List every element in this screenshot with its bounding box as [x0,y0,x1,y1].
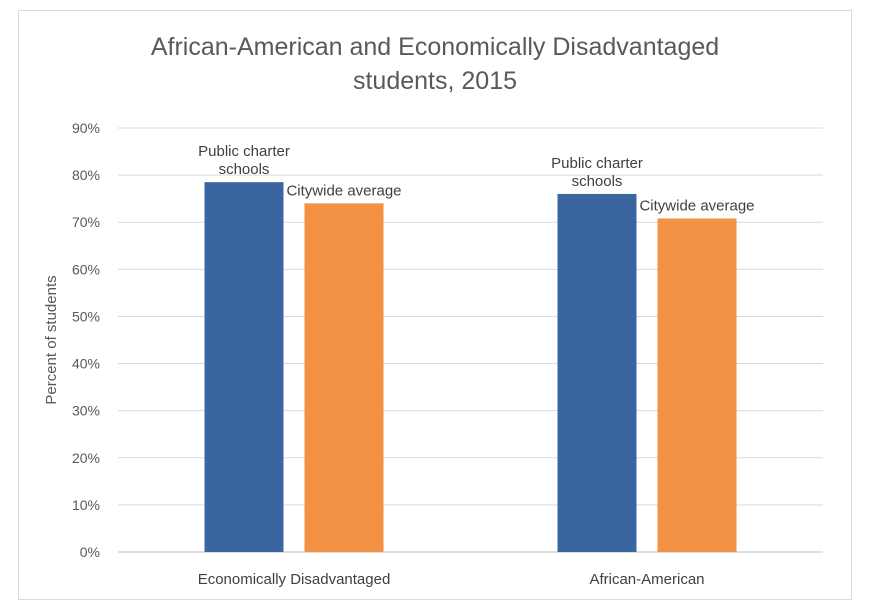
bar [557,193,637,552]
chart-title-line-1: African-American and Economically Disadv… [150,33,720,61]
y-tick-label: 90% [72,120,100,136]
bar [657,218,737,552]
y-tick-label: 40% [72,356,100,372]
bar [304,203,384,552]
y-tick-label: 30% [72,403,100,419]
bar [204,182,284,552]
bar-data-label: Public charter [198,143,290,160]
bar-data-label: schools [219,161,270,178]
bar-data-label: Citywide average [286,182,401,199]
y-tick-label: 20% [72,450,100,466]
y-tick-label: 50% [72,308,100,324]
y-tick-label: 70% [72,214,100,230]
x-tick-label: Economically Disadvantaged [198,571,391,588]
x-tick-label: African-American [589,571,704,588]
y-axis-title: Percent of students [43,275,60,404]
y-tick-label: 80% [72,167,100,183]
y-tick-label: 0% [80,544,100,560]
bar-data-label: Citywide average [639,197,754,214]
chart-title-line-2: students, 2015 [352,67,517,95]
chart-title: African-American and Economically Disadv… [18,30,852,98]
y-tick-label: 60% [72,261,100,277]
bar-data-label: schools [572,173,623,190]
y-tick-label: 10% [72,497,100,513]
bar-data-label: Public charter [551,155,643,172]
